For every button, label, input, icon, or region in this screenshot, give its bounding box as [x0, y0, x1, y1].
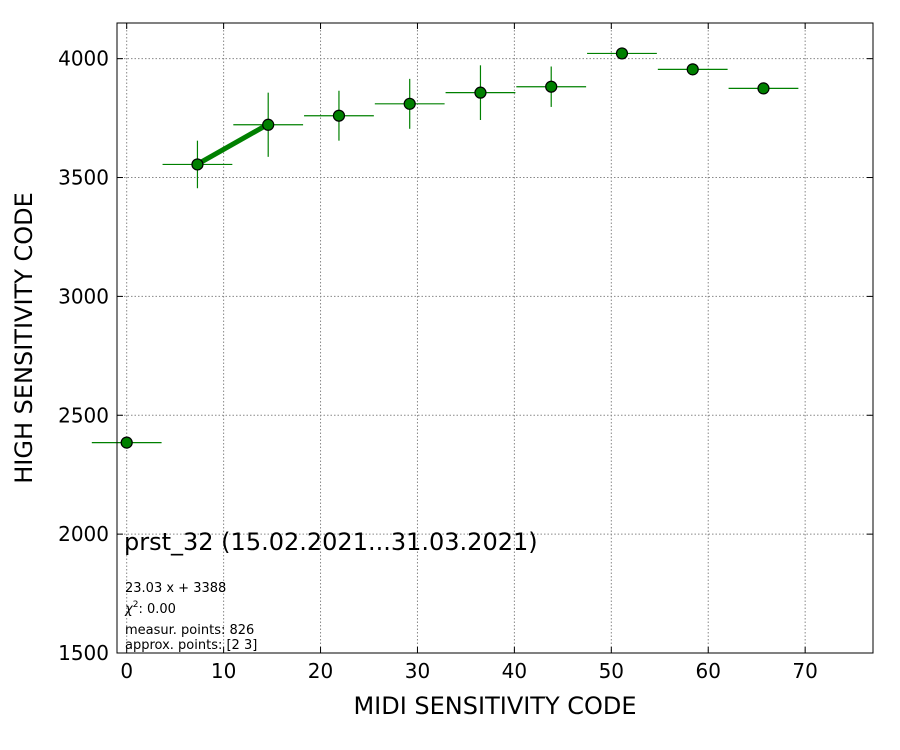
x-tick-labels: 0 10 20 30 40 50 60 70 — [120, 659, 818, 683]
x-tick-label: 30 — [405, 659, 430, 683]
tick-marks — [117, 23, 873, 654]
data-point-group — [728, 82, 799, 95]
measur-points: measur. points: 826 — [125, 623, 254, 638]
fit-layer — [196, 122, 270, 167]
data-point-group — [162, 140, 233, 189]
data-point — [332, 109, 346, 122]
x-tick-label: 40 — [502, 659, 527, 683]
fit-equation: 23.03 x + 3388 — [125, 581, 226, 596]
fit-line — [196, 122, 270, 167]
data-point — [262, 118, 275, 131]
x-tick-label: 60 — [696, 659, 721, 683]
data-point-group — [587, 47, 657, 60]
data-point — [757, 82, 770, 95]
grid — [117, 23, 873, 654]
y-tick-label: 1500 — [58, 641, 109, 665]
x-tick-label: 70 — [792, 659, 817, 683]
chi2-value: : 0.00 — [138, 602, 175, 617]
y-tick-label: 3000 — [58, 284, 109, 308]
data-point — [474, 86, 487, 99]
data-point — [191, 158, 204, 171]
approx-points: approx. points: [2 3] — [125, 638, 257, 653]
data-point — [120, 436, 133, 449]
data-point — [686, 63, 699, 76]
y-tick-label: 3500 — [58, 166, 109, 190]
y-axis-title: HIGH SENSITIVITY CODE — [10, 192, 38, 484]
data-point-group — [516, 66, 587, 107]
data-point-group — [657, 63, 728, 76]
y-tick-labels: 1500 2000 2500 3000 3500 4000 — [58, 47, 109, 665]
chi2-superscript: 2 — [133, 600, 139, 610]
y-tick-label: 2000 — [58, 522, 109, 546]
data-point — [545, 80, 558, 93]
data-point — [403, 97, 416, 110]
x-axis-title: MIDI SENSITIVITY CODE — [353, 692, 636, 720]
data-point — [615, 47, 629, 60]
x-tick-label: 50 — [599, 659, 624, 683]
chi2-symbol: χ — [124, 602, 134, 617]
dataset-label: prst_32 (15.02.2021...31.03.2021) — [124, 528, 538, 556]
data-point-group — [233, 92, 304, 157]
points-layer — [91, 47, 799, 449]
y-tick-label: 4000 — [58, 47, 109, 71]
plot-frame — [116, 22, 874, 654]
data-point-group — [374, 78, 445, 129]
y-tick-label: 2500 — [58, 403, 109, 427]
x-tick-label: 0 — [120, 659, 133, 683]
x-tick-label: 20 — [308, 659, 333, 683]
x-tick-label: 10 — [211, 659, 236, 683]
chi2-label: χ2: 0.00 — [124, 600, 176, 617]
data-point-group — [91, 436, 162, 449]
data-point-group — [445, 65, 516, 120]
data-point-group — [304, 90, 374, 141]
